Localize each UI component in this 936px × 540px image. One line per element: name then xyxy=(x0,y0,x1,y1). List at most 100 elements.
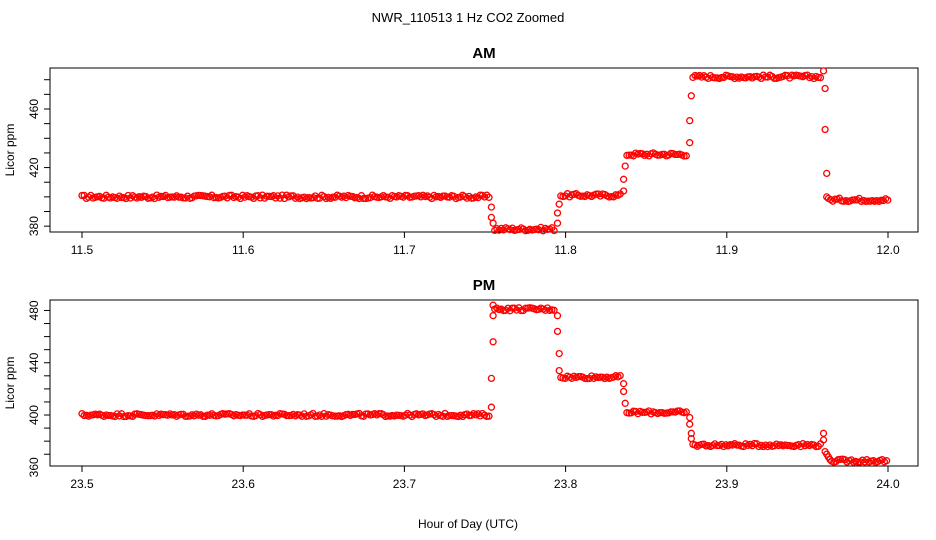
y-tick-label: 360 xyxy=(27,457,41,477)
data-point xyxy=(252,412,260,420)
data-point xyxy=(487,203,496,211)
data-point xyxy=(882,457,891,465)
data-point xyxy=(241,411,249,419)
data-point xyxy=(819,67,828,75)
data-point xyxy=(682,152,690,160)
data-point xyxy=(826,455,834,464)
data-point xyxy=(687,434,695,443)
data-point xyxy=(819,429,828,437)
data-point xyxy=(555,366,563,375)
data-point xyxy=(619,387,628,396)
data-point xyxy=(227,191,236,199)
data-point xyxy=(816,74,825,82)
data-point xyxy=(113,410,121,418)
data-point xyxy=(810,74,818,83)
data-point xyxy=(621,399,629,407)
data-point xyxy=(489,301,497,309)
data-point xyxy=(487,403,496,411)
data-point xyxy=(553,209,562,217)
data-point xyxy=(686,413,694,422)
data-point xyxy=(375,410,383,418)
data-point xyxy=(271,194,280,202)
data-point xyxy=(667,408,675,416)
am-panel-title: AM xyxy=(472,45,495,62)
data-point xyxy=(104,411,113,420)
y-axis-label: Licor ppm xyxy=(3,124,17,177)
pm-panel: PM Licor ppm 23.5 23.6 23.7 23.8 23.9 24.0 360 40… xyxy=(3,277,919,491)
data-point xyxy=(770,74,778,83)
data-point xyxy=(799,440,807,448)
data-point xyxy=(555,200,563,208)
data-point xyxy=(717,440,726,449)
x-tick-label: 24.0 xyxy=(876,477,900,491)
data-point xyxy=(489,219,497,227)
x-tick-label: 11.5 xyxy=(71,243,94,257)
data-point xyxy=(823,169,831,178)
data-point xyxy=(550,306,558,314)
data-point xyxy=(821,125,829,134)
data-point xyxy=(181,412,190,420)
data-point xyxy=(159,411,168,419)
y-tick-label: 400 xyxy=(27,405,41,425)
data-point xyxy=(359,194,368,203)
data-point xyxy=(553,312,562,320)
data-point xyxy=(821,84,829,93)
data-point xyxy=(474,410,482,418)
data-point xyxy=(179,410,187,418)
data-point xyxy=(568,374,576,382)
data-point xyxy=(282,411,291,420)
data-point xyxy=(616,371,624,380)
data-point xyxy=(619,175,628,183)
data-point xyxy=(686,139,694,147)
x-tick-label: 23.7 xyxy=(393,477,417,491)
x-axis-title: Hour of Day (UTC) xyxy=(418,517,518,531)
x-tick-label: 11.6 xyxy=(232,243,255,257)
data-point xyxy=(720,73,728,82)
data-point xyxy=(485,193,493,202)
y-tick-label: 380 xyxy=(27,216,41,236)
data-point xyxy=(860,458,869,466)
data-point xyxy=(489,312,497,320)
data-point xyxy=(687,92,695,100)
data-point xyxy=(823,193,831,201)
data-point xyxy=(485,412,493,420)
x-tick-label: 23.8 xyxy=(554,477,578,491)
data-point xyxy=(686,420,694,428)
data-point xyxy=(686,117,694,125)
data-point xyxy=(150,412,159,420)
data-point xyxy=(619,187,628,195)
data-point xyxy=(117,193,126,202)
data-point xyxy=(687,429,695,437)
x-tick-label: 11.7 xyxy=(393,243,416,257)
data-point xyxy=(619,380,628,388)
chart-title: NWR_110513 1 Hz CO2 Zoomed xyxy=(372,10,565,25)
pm-plot-frame xyxy=(49,299,919,467)
am-panel: AM Licor ppm 11.5 11.6 11.7 11.8 11.9 12.0 380 42… xyxy=(3,45,919,257)
data-point xyxy=(863,456,871,464)
data-point xyxy=(153,191,161,199)
x-tick-label: 23.9 xyxy=(715,477,739,491)
data-point xyxy=(553,219,562,227)
data-point xyxy=(553,327,562,336)
data-point xyxy=(489,338,497,346)
data-point xyxy=(274,411,282,420)
y-axis-label: Licor ppm xyxy=(3,357,17,410)
data-point xyxy=(175,193,183,201)
data-point xyxy=(555,349,563,358)
data-point xyxy=(682,408,690,416)
data-point xyxy=(487,374,496,383)
data-point xyxy=(878,455,886,464)
x-tick-label: 12.0 xyxy=(876,243,900,257)
am-plot-frame xyxy=(49,67,919,233)
data-point xyxy=(510,304,519,312)
pm-data-points xyxy=(78,301,891,466)
data-point xyxy=(502,306,510,314)
data-point xyxy=(621,162,629,170)
data-point xyxy=(487,213,496,222)
x-tick-label: 23.6 xyxy=(232,477,256,491)
x-tick-label: 11.8 xyxy=(554,243,577,257)
data-point xyxy=(748,442,756,450)
y-tick-label: 440 xyxy=(27,352,41,372)
data-point xyxy=(819,436,828,444)
